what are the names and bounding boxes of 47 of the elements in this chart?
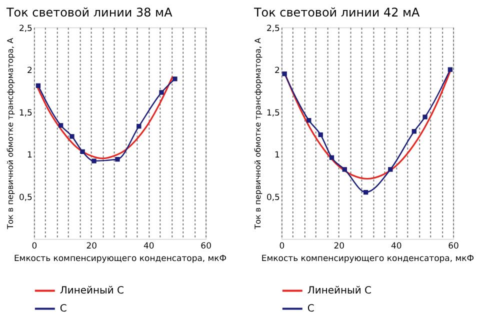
y-axis-title: Ток в первичной обмотке трансформатора, А [6,37,15,230]
point [159,90,164,95]
point [422,114,428,120]
point [363,190,368,195]
y-tick-label: 1,5 [266,107,280,118]
y-tick-label: 0,5 [18,192,32,202]
y-tick-label: 1 [274,150,280,160]
point [329,155,334,160]
point [136,124,142,129]
x-tick-label: 40 [390,240,402,250]
x-tick-label: 40 [143,240,154,250]
point [92,158,96,164]
legend-label: Линейный С [60,286,124,297]
x-tick-label: 20 [334,240,345,250]
y-tick-label: 2,5 [18,22,32,33]
chart-title: Ток световой линии 42 мА [252,5,421,20]
x-axis-title: Емкость компенсирующего конденсатора, мкФ [14,252,227,263]
point [115,156,120,162]
point [282,71,287,76]
point [70,134,74,139]
x-tick-label: 20 [86,240,98,250]
point [80,149,85,154]
y-tick-label: 2 [27,65,32,76]
point [412,129,416,134]
point [342,167,347,172]
legend-label: С [307,304,314,315]
point [306,118,312,123]
point [448,67,453,72]
point [58,123,64,128]
legend-label: С [60,304,67,315]
y-tick-label: 1,5 [18,107,32,118]
point [172,76,178,82]
y-tick-label: 2 [274,65,280,76]
x-axis-title: Емкость компенсирующего конденсатора, мкФ [261,252,474,263]
point [36,83,41,88]
point [388,167,393,172]
y-axis-title: Ток в первичной обмотке трансформатора, А [253,37,262,230]
x-tick-label: 60 [200,240,212,250]
point [318,132,323,138]
y-tick-label: 1 [27,150,32,160]
x-tick-label: 60 [448,240,459,250]
x-tick-label: 0 [32,240,38,250]
chart-title: Ток световой линии 38 мА [5,5,174,20]
legend-label: Линейный С [307,286,372,297]
y-tick-label: 0,5 [266,192,280,202]
x-tick-label: 0 [279,240,285,250]
y-tick-label: 2,5 [266,22,280,33]
